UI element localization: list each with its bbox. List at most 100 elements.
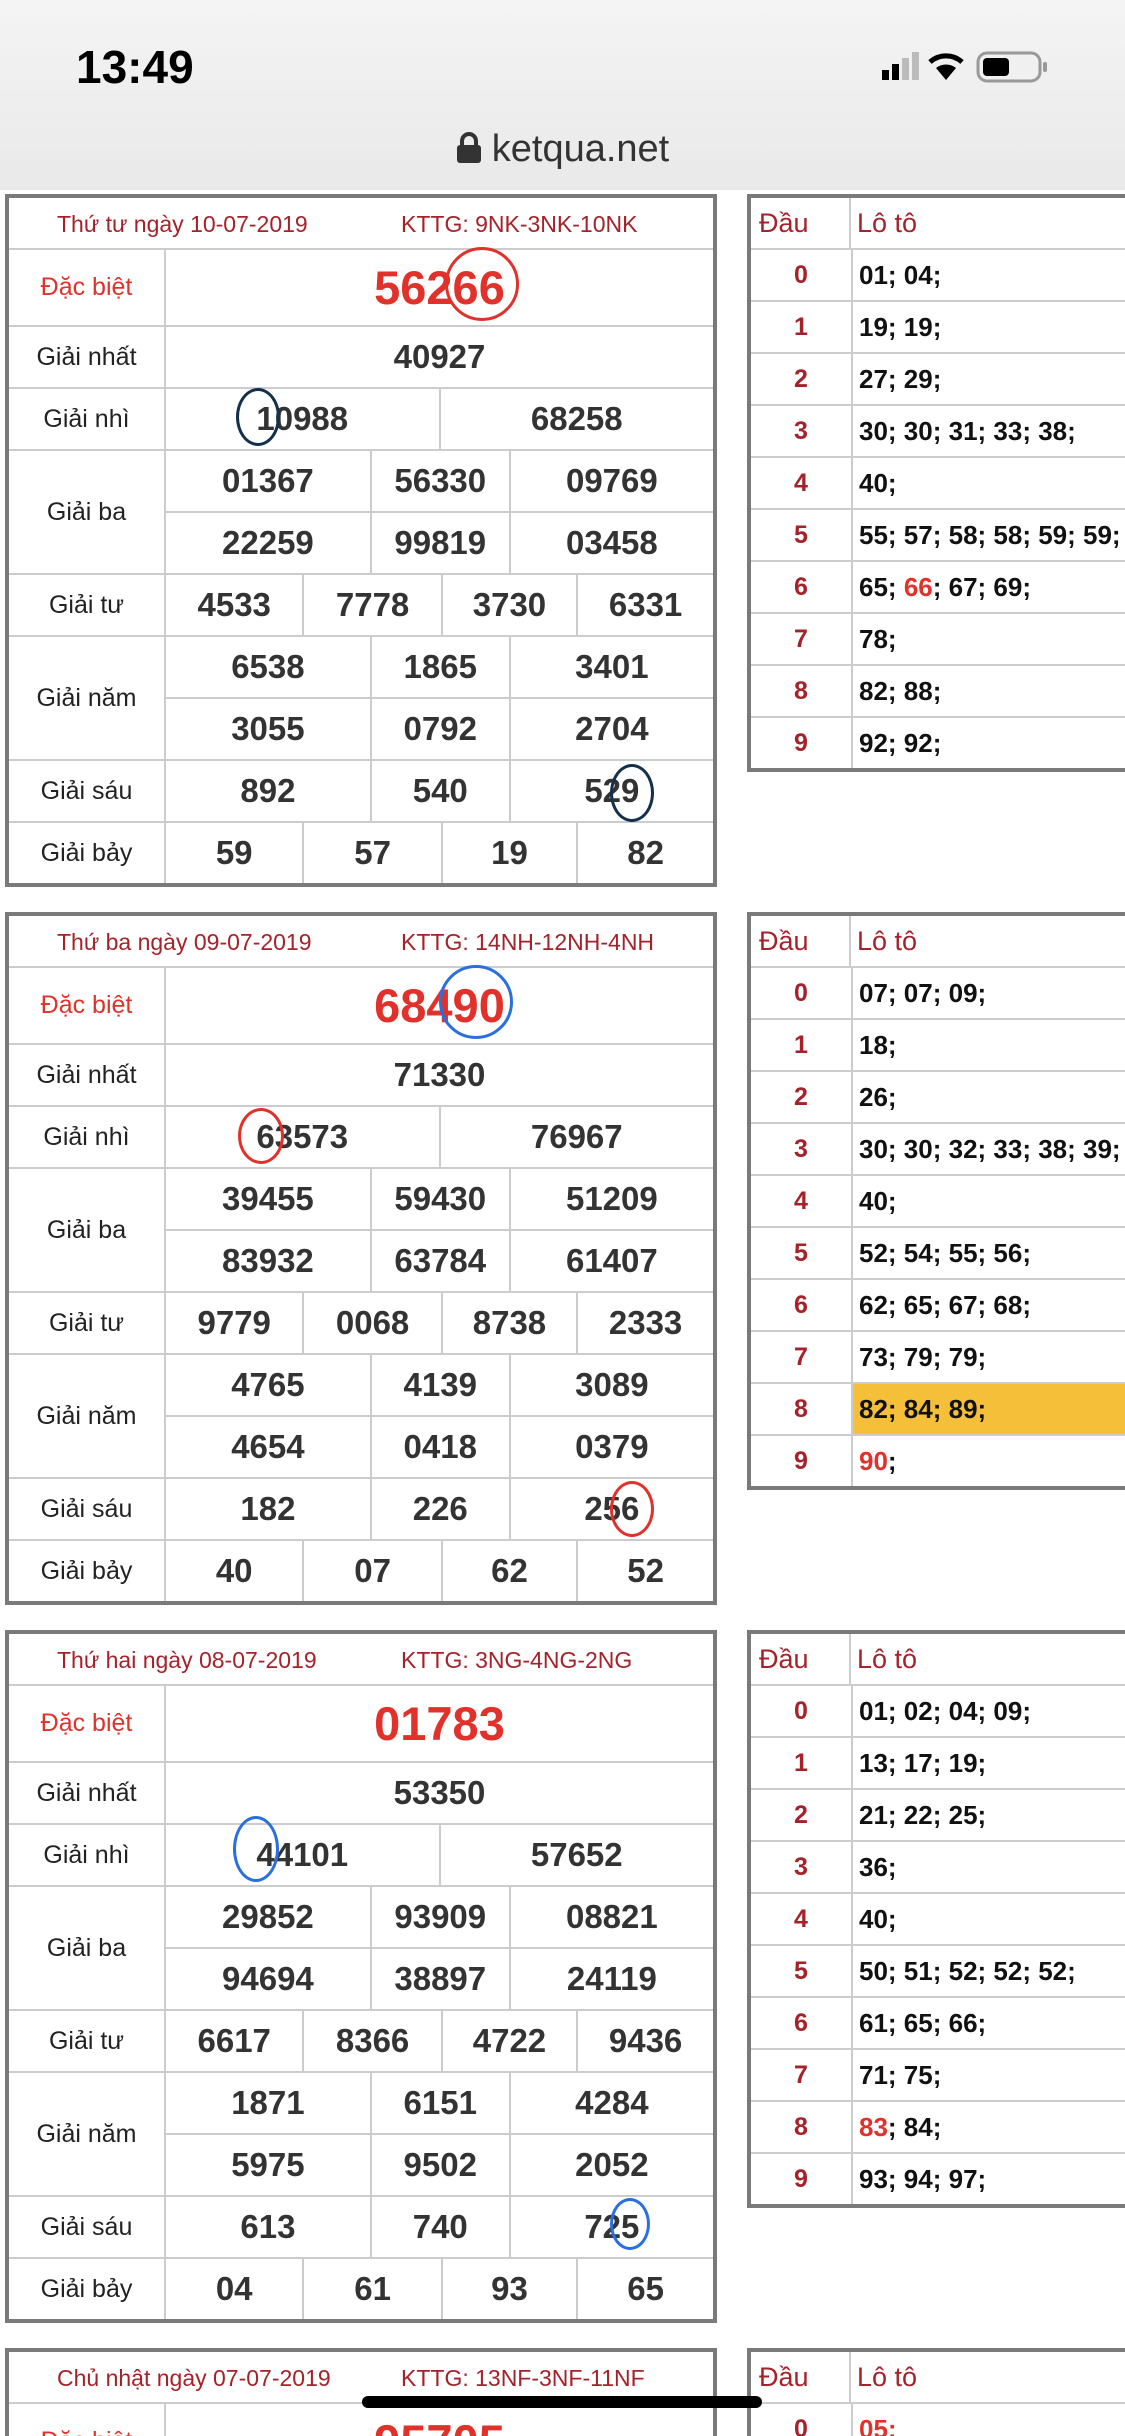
loto-numbers: 78; <box>853 614 1125 664</box>
loto-head: 0 <box>751 968 853 1018</box>
loto-numbers: 73; 79; 79; <box>853 1332 1125 1382</box>
loto-numbers: 71; 75; <box>853 2050 1125 2100</box>
loto-text: 71; 75; <box>859 2059 942 2090</box>
url-bar[interactable]: ketqua.net <box>0 128 1125 171</box>
loto-row: 9 90; <box>751 1434 1125 1486</box>
loto-text: 50; 51; 52; 52; 52; <box>859 1955 1076 1986</box>
loto-text: 27; 29; <box>859 363 942 394</box>
prize-row: Giải sáu 892 540 529 <box>9 761 713 823</box>
loto-numbers: 82; 84; 89; <box>853 1384 1125 1434</box>
loto-text: 52; 54; 55; 56; <box>859 1237 1031 1268</box>
loto-text: ; 67; 69; <box>932 571 1031 602</box>
prize-line: 6538 1865 3401 <box>166 637 713 697</box>
loto-numbers: 82; 88; <box>853 666 1125 716</box>
prize-number: 63784 <box>372 1231 511 1291</box>
loto-numbers: 40; <box>853 1894 1125 1944</box>
prize-number: 52 <box>627 1552 664 1589</box>
loto-text: 73; 79; 79; <box>859 1341 987 1372</box>
loto-numbers: 30; 30; 31; 33; 38; <box>853 406 1125 456</box>
prize-number: 1871 <box>166 2073 372 2133</box>
loto-head: 2 <box>751 1790 853 1840</box>
loto-text: 01; 04; <box>859 259 942 290</box>
prize-number: 61407 <box>565 1242 658 1279</box>
status-icons <box>882 51 1047 83</box>
loto-head: 2 <box>751 354 853 404</box>
loto-head: 5 <box>751 1946 853 1996</box>
prize-label: Giải sáu <box>9 1479 166 1539</box>
prize-line: 95705 <box>166 2404 713 2436</box>
loto-text: 40; <box>859 1185 897 1216</box>
prize-values: 40 07 62 52 <box>166 1541 713 1601</box>
loto-row: 8 83; 84; <box>751 2100 1125 2152</box>
prize-number: 0418 <box>372 1417 511 1477</box>
prize-line: 53350 <box>166 1763 713 1823</box>
prize-number: 3401 <box>575 648 649 685</box>
prize-line: 39455 59430 51209 <box>166 1169 713 1229</box>
table-header: Chủ nhật ngày 07-07-2019 KTTG: 13NF-3NF-1… <box>9 2352 713 2404</box>
prize-number: 29852 <box>166 1887 372 1947</box>
draw-date[interactable]: Thứ tư ngày 10-07-2019 <box>57 211 308 237</box>
loto-nums-label: Lô tô <box>857 207 918 238</box>
prize-row: Giải bảy 04 61 93 65 <box>9 2259 713 2319</box>
prize-label: Đặc biệt <box>9 968 166 1043</box>
loto-numbers: 83; 84; <box>853 2102 1125 2152</box>
loto-head-label: Đầu <box>751 1634 851 1684</box>
loto-numbers: 52; 54; 55; 56; <box>853 1228 1125 1278</box>
prize-number: 3055 <box>166 699 372 759</box>
prize-line: 5975 9502 2052 <box>166 2133 713 2195</box>
kttg: KTTG: 3NG-4NG-2NG <box>401 1647 633 1673</box>
loto-text: ; 84; <box>887 2111 942 2142</box>
prize-number: 09769 <box>565 462 658 499</box>
prize-line: 40927 <box>166 327 713 387</box>
loto-numbers: 30; 30; 32; 33; 38; 39; <box>853 1124 1125 1174</box>
hand-circle <box>445 247 519 321</box>
home-indicator <box>362 2396 762 2408</box>
loto-text: 78; <box>859 623 897 654</box>
prize-values: 01783 <box>166 1686 713 1761</box>
hand-circle <box>238 1108 284 1164</box>
prize-table: Thứ hai ngày 08-07-2019 KTTG: 3NG-4NG-2NG… <box>5 1630 717 2323</box>
loto-row: 5 52; 54; 55; 56; <box>751 1226 1125 1278</box>
loto-row: 5 55; 57; 58; 58; 59; 59; <box>751 508 1125 560</box>
prize-number: 51209 <box>565 1180 658 1217</box>
loto-head: 4 <box>751 458 853 508</box>
loto-head: 9 <box>751 718 853 768</box>
prize-line: 3055 0792 2704 <box>166 697 713 759</box>
loto-header: Đầu Lô tô <box>751 2352 1125 2402</box>
loto-head: 5 <box>751 1228 853 1278</box>
prize-label: Giải bảy <box>9 1541 166 1601</box>
prize-line: 29852 93909 08821 <box>166 1887 713 1947</box>
hand-circle <box>610 2198 650 2250</box>
loto-numbers: 36; <box>853 1842 1125 1892</box>
loto-row: 4 40; <box>751 1892 1125 1944</box>
loto-row: 0 01; 02; 04; 09; <box>751 1684 1125 1736</box>
loto-text: 55; 57; 58; 58; 59; 59; <box>859 519 1121 550</box>
prize-number: 62 <box>443 1541 579 1601</box>
prize-number: 93 <box>443 2259 579 2319</box>
prize-number: 6538 <box>166 637 372 697</box>
prize-row: Giải ba 01367 56330 09769 22259 99819 03458 <box>9 451 713 575</box>
kttg: KTTG: 9NK-3NK-10NK <box>401 211 638 237</box>
loto-head: 5 <box>751 510 853 560</box>
loto-numbers: 26; <box>853 1072 1125 1122</box>
loto-table: Đầu Lô tô 0 01; 04; 1 19; 19; 2 27; 29; 3 30; 30;… <box>747 194 1125 772</box>
draw-date[interactable]: Chủ nhật ngày 07-07-2019 <box>57 2365 331 2391</box>
table-header: Thứ ba ngày 09-07-2019 KTTG: 14NH-12NH-4N… <box>9 916 713 968</box>
loto-numbers: 19; 19; <box>853 302 1125 352</box>
prize-number: 540 <box>372 761 511 821</box>
prize-number: 6331 <box>608 586 683 623</box>
loto-row: 6 65; 66; 67; 69; <box>751 560 1125 612</box>
prize-label: Giải năm <box>9 2073 166 2195</box>
prize-row: Giải tư 4533 7778 3730 6331 <box>9 575 713 637</box>
prize-line: 94694 38897 24119 <box>166 1947 713 2009</box>
prize-number: 63573 <box>166 1107 441 1167</box>
prize-values: 29852 93909 08821 94694 38897 24119 <box>166 1887 713 2009</box>
loto-text: 62; 65; 67; 68; <box>859 1289 1031 1320</box>
loto-row: 1 19; 19; <box>751 300 1125 352</box>
draw-date[interactable]: Thứ ba ngày 09-07-2019 <box>57 929 312 955</box>
loto-head: 6 <box>751 1280 853 1330</box>
draw-date[interactable]: Thứ hai ngày 08-07-2019 <box>57 1647 317 1673</box>
loto-table: Đầu Lô tô 0 05; <box>747 2348 1125 2436</box>
prize-row: Giải năm 6538 1865 3401 3055 0792 2704 <box>9 637 713 761</box>
loto-row: 2 26; <box>751 1070 1125 1122</box>
